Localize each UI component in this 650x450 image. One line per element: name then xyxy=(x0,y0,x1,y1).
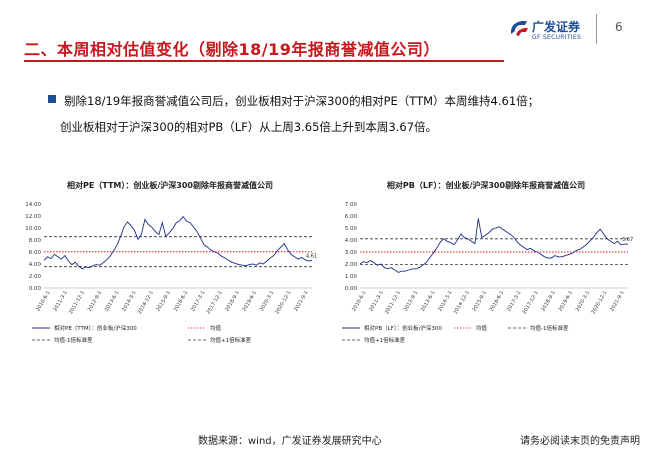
x-tick-label: 2015-9-1 xyxy=(472,290,489,313)
legend-label: 均值+1倍标准差 xyxy=(364,336,406,344)
x-tick-label: 2020-3-1 xyxy=(575,290,592,313)
x-tick-label: 2013-6-1 xyxy=(104,290,121,313)
x-tick-label: 2012-9-1 xyxy=(403,290,420,313)
data-source-note: 数据来源：wind，广发证券发展研究中心 xyxy=(198,436,382,447)
legend-label: 均值 xyxy=(476,324,488,332)
x-tick-label: 2017-3-1 xyxy=(506,290,523,313)
x-tick-label: 2020-12-1 xyxy=(590,290,608,315)
x-tick-label: 2011-12-1 xyxy=(68,290,86,315)
x-tick-label: 2021-9-1 xyxy=(293,290,310,313)
x-tick-label: 2010-6-1 xyxy=(351,290,368,313)
pe-chart-svg: 0.00 2.00 4.00 6.00 8.00 10.00 12.00 14.00 2010-… xyxy=(25,202,317,344)
x-tick-label: 2020-3-1 xyxy=(259,290,276,313)
x-tick-label: 2015-9-1 xyxy=(156,290,173,313)
legend-label: 相对PE（TTM）：创业板/沪深300 xyxy=(54,324,137,332)
y-tick-label: 5.00 xyxy=(345,226,358,232)
end-value-label: 4.61 xyxy=(306,253,317,259)
legend-label: 均值 xyxy=(210,324,222,332)
disclaimer-note: 请务必阅读末页的免责声明 xyxy=(520,436,640,447)
slide-title: 二、本周相对估值变化（剔除18/19年报商誉减值公司） xyxy=(24,40,440,59)
y-tick-label: 3.00 xyxy=(345,250,358,256)
slide-header: 二、本周相对估值变化（剔除18/19年报商誉减值公司） 广发证券 GF SECU… xyxy=(0,0,650,64)
x-tick-label: 2011-3-1 xyxy=(52,290,69,313)
x-tick-label: 2014-12-1 xyxy=(453,290,471,315)
logo-text-en: GF SECURITIES xyxy=(532,34,582,41)
summary-line-1: 剔除18/19年报商誉减值公司后，创业板相对于沪深300的相对PE（TTM）本周… xyxy=(64,94,540,108)
x-tick-label: 2011-12-1 xyxy=(384,290,402,315)
y-tick-label: 0.00 xyxy=(29,286,42,292)
bullet-square-icon xyxy=(48,95,56,103)
x-tick-label: 2014-12-1 xyxy=(137,290,155,315)
x-tick-label: 2018-9-1 xyxy=(224,290,241,313)
y-tick-label: 8.00 xyxy=(29,238,42,244)
x-tick-label: 2020-12-1 xyxy=(274,290,292,315)
y-tick-label: 2.00 xyxy=(29,274,42,280)
y-tick-label: 14.00 xyxy=(25,202,41,208)
y-tick-label: 6.00 xyxy=(345,214,358,220)
y-tick-label: 1.00 xyxy=(345,274,358,280)
x-tick-label: 2013-6-1 xyxy=(420,290,437,313)
logo-text-cn: 广发证券 xyxy=(532,20,581,34)
relative-series-line xyxy=(359,218,629,273)
x-tick-label: 2017-12-1 xyxy=(522,290,540,315)
x-tick-label: 2017-3-1 xyxy=(190,290,207,313)
pb-chart-svg: 0.00 1.00 2.00 3.00 4.00 5.00 6.00 7.00 2010-6-1… xyxy=(342,202,633,344)
pb-chart-title: 相对PB（LF）：创业板/沪深300剔除年报商誉减值公司 xyxy=(386,181,586,190)
x-tick-label: 2018-9-1 xyxy=(540,290,557,313)
summary-line-2: 创业板相对于沪深300的相对PB（LF）从上周3.65倍上升到本周3.67倍。 xyxy=(60,120,438,134)
y-tick-label: 0.00 xyxy=(345,286,358,292)
y-tick-label: 2.00 xyxy=(345,262,358,268)
x-tick-label: 2010-6-1 xyxy=(35,290,52,313)
y-tick-label: 7.00 xyxy=(345,202,358,208)
y-tick-label: 10.00 xyxy=(25,226,41,232)
end-value-label: 3.67 xyxy=(622,237,633,243)
y-tick-label: 6.00 xyxy=(29,250,42,256)
x-tick-label: 2011-3-1 xyxy=(368,290,385,313)
y-tick-label: 4.00 xyxy=(345,238,358,244)
x-tick-label: 2021-9-1 xyxy=(609,290,626,313)
gf-logo-icon xyxy=(510,21,528,36)
legend-label: 均值-1倍标准差 xyxy=(54,336,93,344)
pe-chart: 相对PE（TTM）：创业板/沪深300剔除年报商誉减值公司 0.00 2.00 4.… xyxy=(20,180,320,370)
x-tick-label: 2014-3-1 xyxy=(437,290,454,313)
brand-logo: 广发证券 GF SECURITIES xyxy=(508,16,588,46)
pb-chart: 相对PB（LF）：创业板/沪深300剔除年报商誉减值公司 0.00 1.00 2.0… xyxy=(336,180,636,370)
legend-label: 相对PB（LF）：创业板/沪深300 xyxy=(364,324,442,332)
y-tick-label: 12.00 xyxy=(25,214,41,220)
x-tick-label: 2019-6-1 xyxy=(242,290,259,313)
x-tick-label: 2014-3-1 xyxy=(121,290,138,313)
title-underline xyxy=(24,60,504,62)
x-tick-label: 2017-12-1 xyxy=(206,290,224,315)
slide-footer: 数据来源：wind，广发证券发展研究中心 请务必阅读末页的免责声明 xyxy=(0,426,650,450)
x-tick-label: 2016-6-1 xyxy=(173,290,190,313)
summary-text: 剔除18/19年报商誉减值公司后，创业板相对于沪深300的相对PE（TTM）本周… xyxy=(60,88,624,140)
legend-label: 均值-1倍标准差 xyxy=(530,324,569,332)
relative-series-line xyxy=(43,215,313,270)
pe-chart-title: 相对PE（TTM）：创业板/沪深300剔除年报商誉减值公司 xyxy=(66,181,273,190)
y-tick-label: 4.00 xyxy=(29,262,42,268)
page-separator xyxy=(596,14,597,44)
x-tick-label: 2016-6-1 xyxy=(489,290,506,313)
legend-label: 均值+1倍标准差 xyxy=(210,336,252,344)
x-tick-label: 2012-9-1 xyxy=(87,290,104,313)
page-number: 6 xyxy=(615,20,623,34)
x-tick-label: 2019-6-1 xyxy=(558,290,575,313)
